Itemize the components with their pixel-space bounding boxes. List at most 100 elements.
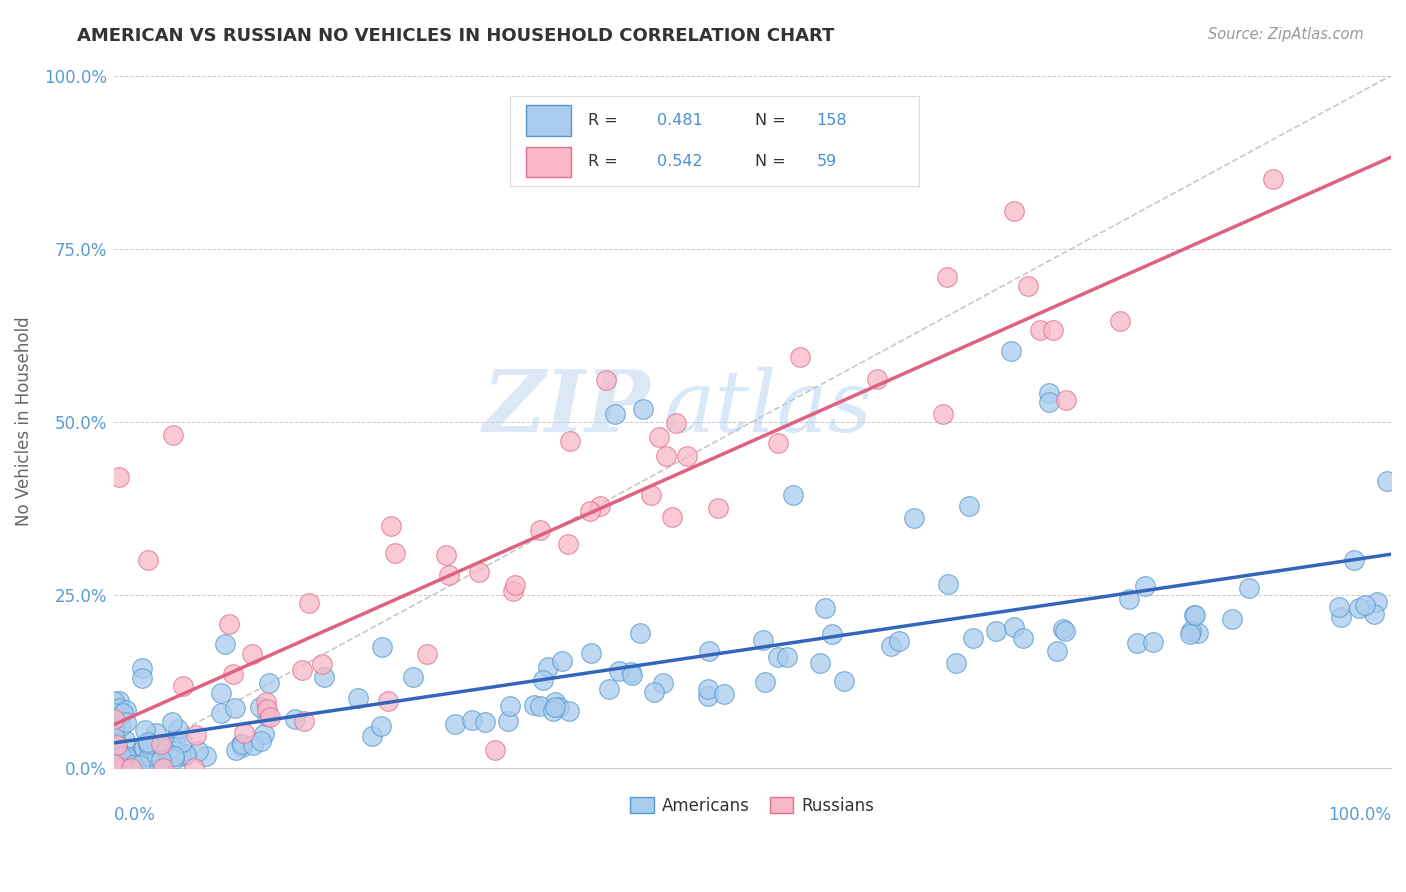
Point: [114, 749, 136, 764]
Point: [1362, 607, 1385, 621]
Point: [167, 723, 190, 737]
Point: [603, 407, 626, 421]
Point: [484, 742, 506, 756]
Point: [1220, 612, 1243, 626]
Point: [936, 577, 959, 591]
Point: [131, 661, 153, 675]
Point: [259, 675, 281, 690]
Point: [598, 681, 620, 696]
Point: [242, 738, 264, 752]
Point: [103, 756, 125, 771]
Point: [138, 740, 160, 755]
Point: [529, 523, 551, 537]
Point: [1109, 314, 1132, 328]
Text: 100.0%: 100.0%: [1329, 805, 1391, 824]
Point: [502, 583, 524, 598]
Point: [110, 749, 132, 764]
Point: [880, 639, 903, 653]
Point: [808, 656, 831, 670]
Point: [138, 749, 160, 764]
Point: [104, 746, 127, 760]
Point: [209, 686, 232, 700]
Legend: Americans, Russians: Americans, Russians: [624, 790, 882, 822]
Point: [640, 488, 662, 502]
Point: [537, 659, 560, 673]
Point: [108, 693, 131, 707]
Point: [312, 670, 335, 684]
Point: [346, 690, 368, 705]
Y-axis label: No Vehicles in Household: No Vehicles in Household: [15, 317, 32, 526]
Point: [134, 740, 156, 755]
Point: [543, 695, 565, 709]
Point: [651, 675, 673, 690]
Point: [523, 698, 546, 713]
Point: [163, 751, 186, 765]
Point: [647, 430, 669, 444]
Point: [498, 698, 520, 713]
Point: [766, 649, 789, 664]
Point: [104, 756, 127, 771]
Point: [284, 712, 307, 726]
Point: [128, 757, 150, 772]
Point: [1133, 579, 1156, 593]
Point: [1343, 553, 1365, 567]
Point: [866, 372, 889, 386]
Point: [104, 717, 127, 731]
Point: [370, 719, 392, 733]
Point: [136, 737, 159, 751]
Point: [107, 701, 129, 715]
Point: [174, 748, 197, 763]
Point: [291, 663, 314, 677]
Point: [163, 732, 186, 747]
Point: [115, 758, 138, 772]
Point: [1118, 592, 1140, 607]
Point: [122, 758, 145, 772]
Point: [1367, 595, 1389, 609]
Point: [676, 449, 699, 463]
Point: [1182, 608, 1205, 623]
Point: [183, 761, 205, 775]
Point: [1038, 385, 1060, 400]
Point: [962, 631, 984, 645]
Point: [377, 694, 399, 708]
Point: [103, 760, 125, 774]
Point: [231, 738, 253, 752]
Text: atlas: atlas: [664, 367, 872, 449]
Point: [1187, 626, 1209, 640]
Point: [186, 728, 208, 742]
Point: [814, 601, 837, 615]
Point: [104, 731, 127, 746]
Point: [105, 738, 128, 752]
Point: [1327, 599, 1350, 614]
Point: [1375, 474, 1398, 488]
Point: [214, 638, 236, 652]
Point: [240, 648, 263, 662]
Point: [224, 700, 246, 714]
Point: [146, 738, 169, 752]
Point: [776, 649, 799, 664]
Point: [1348, 601, 1371, 615]
Point: [134, 723, 156, 738]
Point: [1126, 636, 1149, 650]
Point: [1354, 598, 1376, 612]
Point: [249, 699, 271, 714]
Point: [713, 687, 735, 701]
Point: [444, 717, 467, 731]
Point: [380, 519, 402, 533]
Point: [172, 680, 194, 694]
Point: [166, 744, 188, 758]
Point: [496, 714, 519, 728]
Point: [124, 750, 146, 764]
Point: [782, 488, 804, 502]
Point: [131, 671, 153, 685]
Point: [1017, 279, 1039, 293]
Point: [529, 699, 551, 714]
Point: [1002, 620, 1025, 634]
Point: [1038, 395, 1060, 409]
Point: [1053, 624, 1076, 639]
Point: [145, 743, 167, 757]
Point: [176, 747, 198, 762]
Point: [789, 350, 811, 364]
Point: [108, 470, 131, 484]
Point: [104, 747, 127, 762]
